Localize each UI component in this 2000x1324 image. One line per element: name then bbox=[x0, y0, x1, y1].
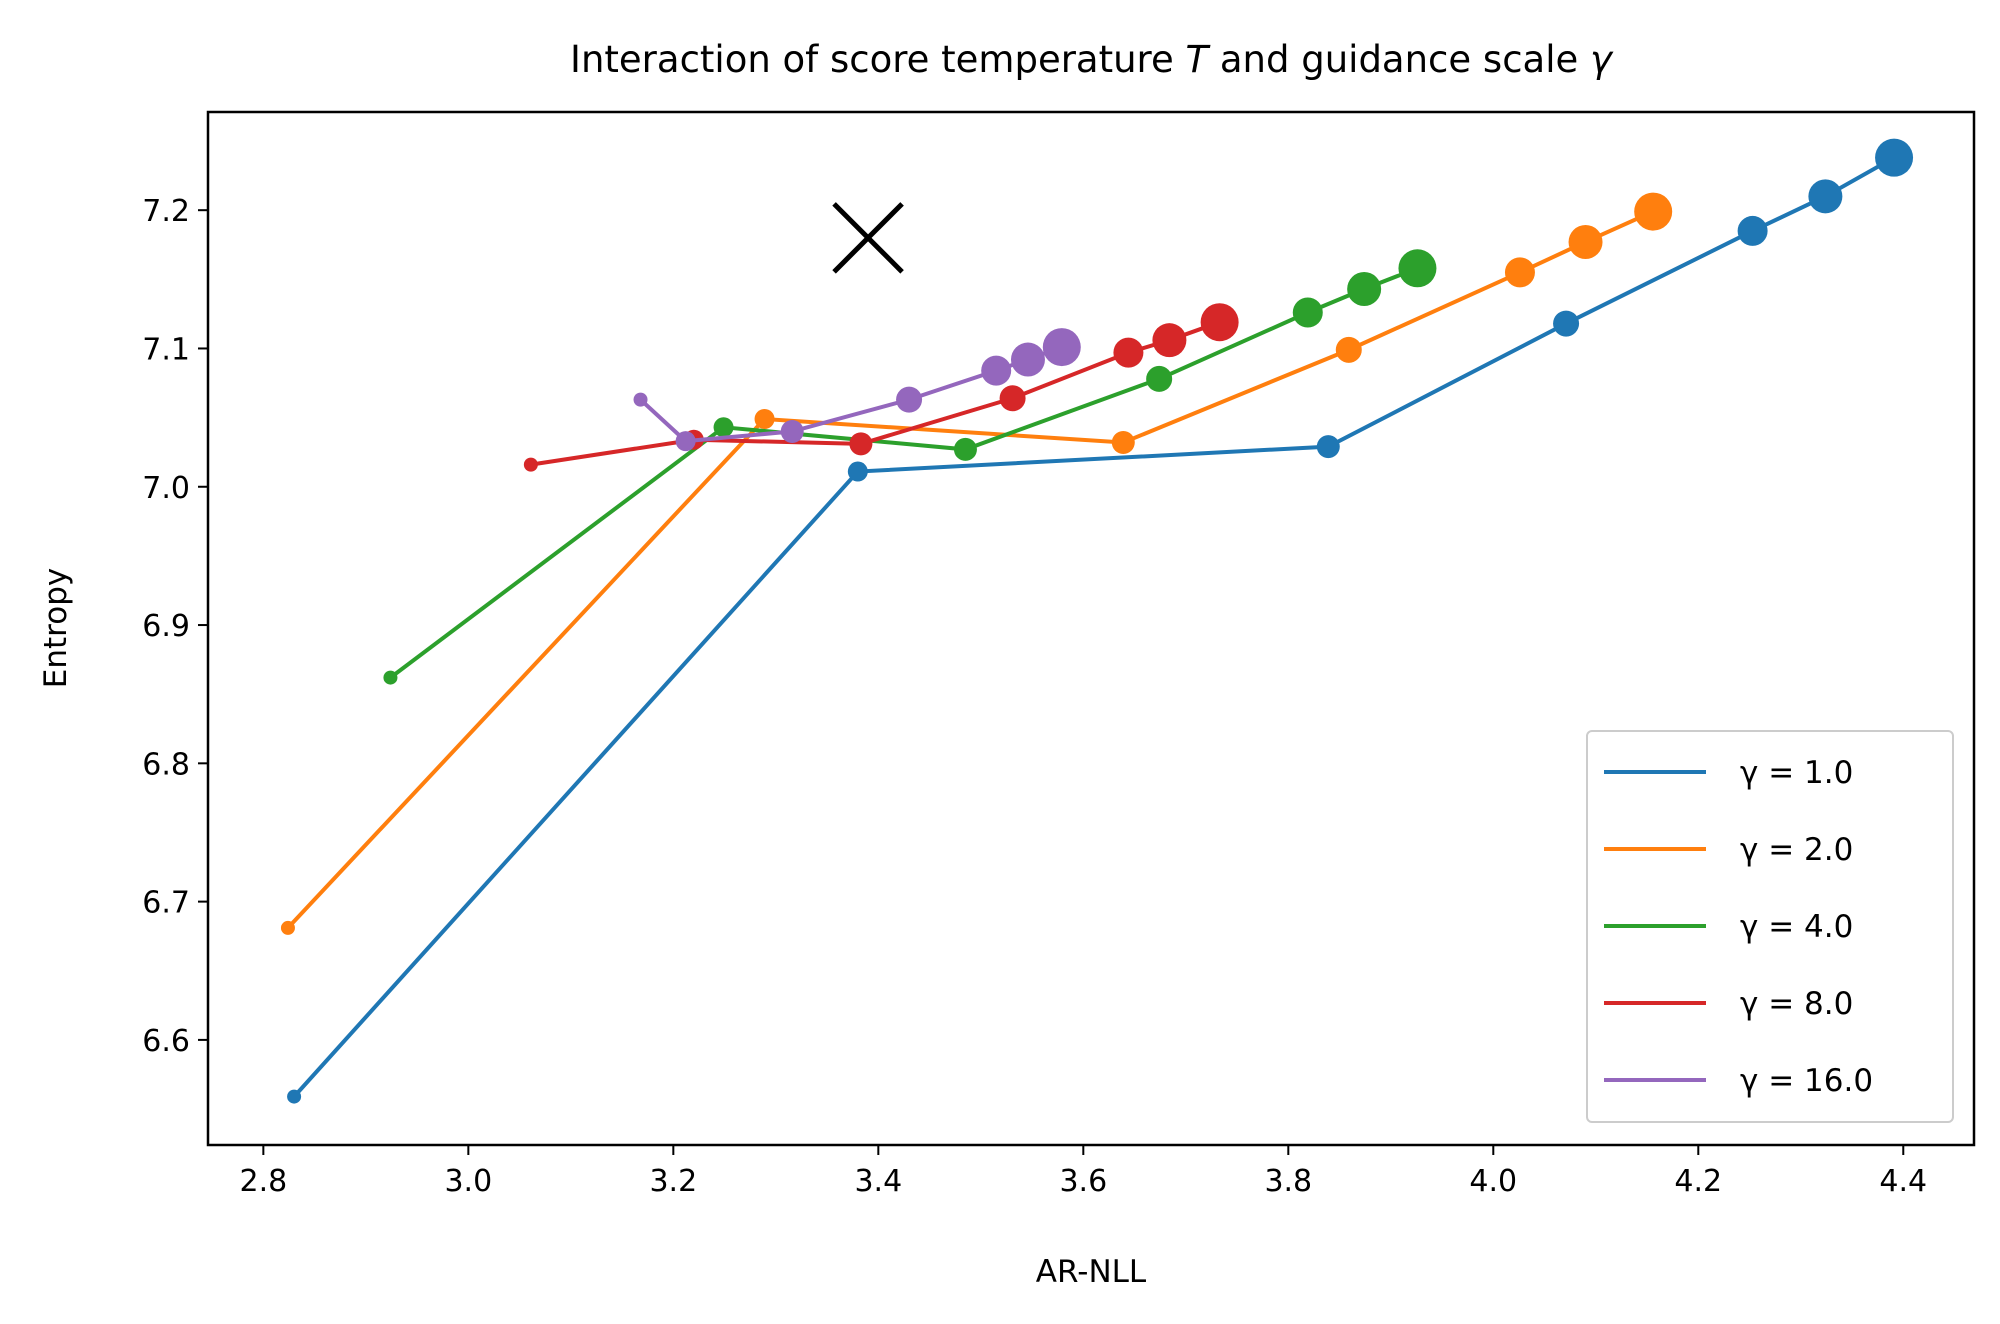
data-point bbox=[713, 417, 734, 438]
data-point bbox=[1808, 179, 1843, 214]
x-tick-label: 3.6 bbox=[1059, 1164, 1107, 1199]
data-point bbox=[1010, 342, 1045, 377]
data-point bbox=[1146, 365, 1173, 392]
data-point bbox=[849, 432, 873, 456]
y-tick-label: 7.0 bbox=[142, 471, 190, 506]
data-point bbox=[1316, 435, 1340, 459]
data-point bbox=[1335, 336, 1362, 363]
x-tick-label: 3.4 bbox=[854, 1164, 902, 1199]
y-tick-label: 6.6 bbox=[142, 1024, 190, 1059]
reference-x-marker bbox=[832, 202, 904, 274]
data-point bbox=[1292, 297, 1323, 328]
x-marker-stroke bbox=[832, 202, 904, 274]
data-point bbox=[1398, 249, 1437, 288]
data-point bbox=[953, 437, 977, 461]
legend-label: γ = 4.0 bbox=[1740, 909, 1853, 945]
y-tick-label: 6.7 bbox=[142, 886, 190, 921]
y-tick-label: 6.8 bbox=[142, 747, 190, 782]
data-point bbox=[675, 431, 696, 452]
x-axis-label: AR-NLL bbox=[1036, 1254, 1147, 1290]
y-tick-label: 7.2 bbox=[142, 194, 190, 229]
y-axis-label: Entropy bbox=[38, 568, 74, 688]
y-tick-label: 7.1 bbox=[142, 332, 190, 367]
data-point bbox=[1568, 224, 1603, 259]
data-point bbox=[1113, 337, 1144, 368]
data-point bbox=[1634, 192, 1673, 231]
data-point bbox=[383, 670, 398, 685]
x-axis: 2.8 3.0 3.2 3.4 3.6 3.8 4.0 4.2 4.4 bbox=[239, 1145, 1927, 1199]
data-point bbox=[1504, 257, 1535, 288]
data-point bbox=[1737, 215, 1768, 246]
plot-area bbox=[280, 138, 1914, 1104]
x-tick-label: 3.0 bbox=[444, 1164, 492, 1199]
data-point bbox=[896, 386, 923, 413]
data-point bbox=[754, 408, 775, 429]
x-tick-label: 3.8 bbox=[1264, 1164, 1312, 1199]
data-point bbox=[1347, 272, 1382, 307]
x-tick-label: 2.8 bbox=[239, 1164, 287, 1199]
x-tick-label: 4.0 bbox=[1469, 1164, 1517, 1199]
data-point bbox=[1200, 303, 1239, 342]
data-point bbox=[280, 920, 295, 935]
data-point bbox=[999, 385, 1026, 412]
chart-title: Interaction of score temperature T and g… bbox=[570, 38, 1614, 81]
data-point bbox=[1553, 310, 1580, 337]
y-tick-label: 6.9 bbox=[142, 609, 190, 644]
legend-label: γ = 16.0 bbox=[1740, 1063, 1873, 1099]
data-point bbox=[523, 457, 538, 472]
y-axis: 6.6 6.7 6.8 6.9 7.0 7.1 7.2 bbox=[142, 194, 208, 1059]
x-tick-label: 4.2 bbox=[1674, 1164, 1722, 1199]
x-tick-label: 3.2 bbox=[649, 1164, 697, 1199]
series-line-1 bbox=[286, 209, 1655, 930]
legend-box bbox=[1586, 730, 1954, 1123]
axes-frame bbox=[206, 110, 1976, 1147]
data-point bbox=[981, 355, 1012, 386]
data-point bbox=[1111, 431, 1135, 455]
data-point bbox=[847, 461, 868, 482]
data-point bbox=[287, 1089, 302, 1104]
x-tick-label: 4.4 bbox=[1879, 1164, 1927, 1199]
data-point bbox=[633, 392, 648, 407]
series-line-2 bbox=[389, 266, 1419, 680]
data-point bbox=[780, 419, 804, 443]
data-point bbox=[1042, 328, 1081, 367]
legend-label: γ = 8.0 bbox=[1740, 986, 1853, 1022]
data-point bbox=[1152, 323, 1187, 358]
legend-label: γ = 2.0 bbox=[1740, 832, 1853, 868]
legend-label: γ = 1.0 bbox=[1740, 755, 1853, 791]
legend: γ = 1.0 γ = 2.0 γ = 4.0 γ = 8.0 γ = 16.0 bbox=[1586, 730, 1954, 1123]
data-point bbox=[1875, 138, 1914, 177]
